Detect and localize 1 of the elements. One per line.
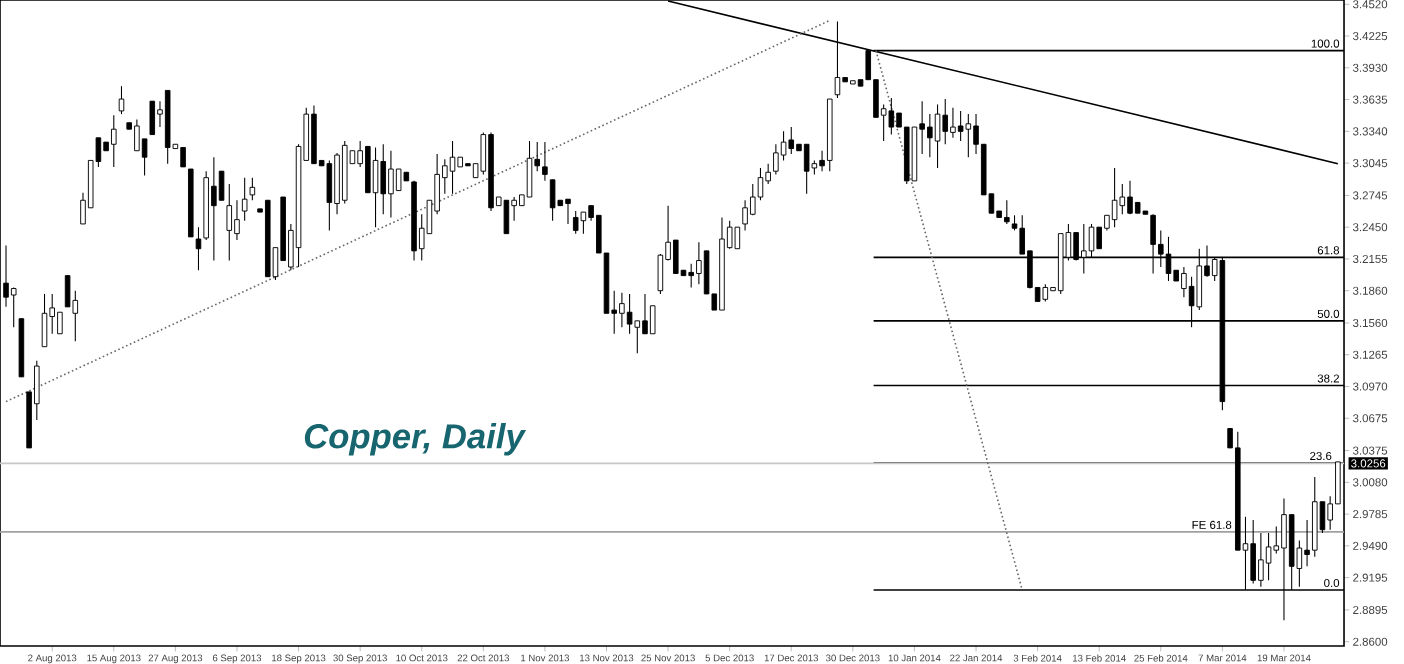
text: Copper, Daily xyxy=(304,423,527,456)
